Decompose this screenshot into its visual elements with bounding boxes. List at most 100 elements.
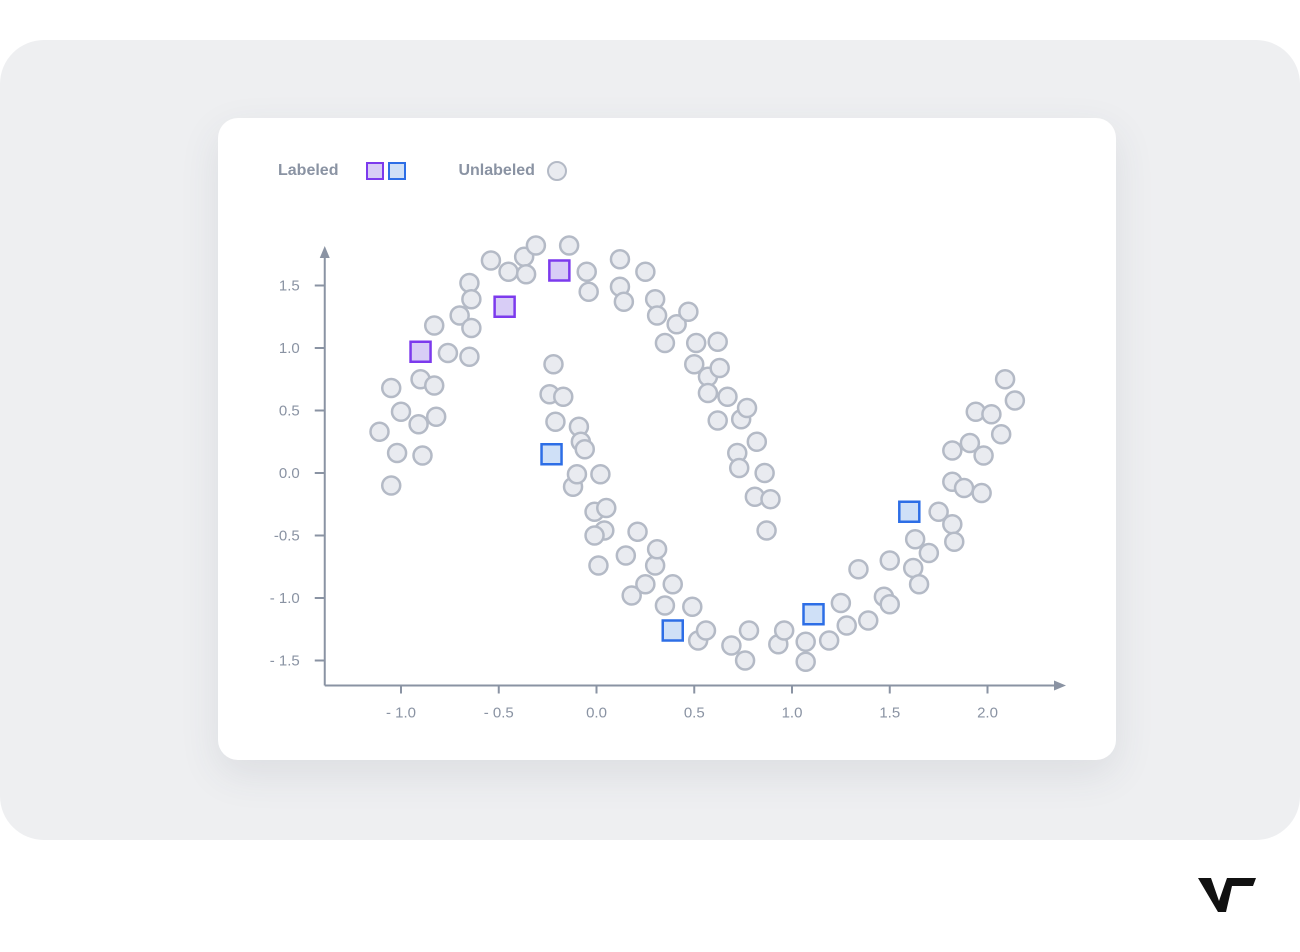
unlabeled-point <box>728 457 750 479</box>
x-tick-label: 0.0 <box>586 705 607 722</box>
x-tick-label: 1.0 <box>782 705 803 722</box>
x-axis-arrow-icon <box>1054 680 1066 691</box>
unlabeled-point <box>738 620 760 641</box>
unlabeled-point <box>635 574 656 595</box>
unlabeled-point <box>971 482 992 504</box>
y-tick-label: -0.5 <box>274 528 300 545</box>
unlabeled-point <box>498 261 519 282</box>
unlabeled-point <box>904 529 926 550</box>
unlabeled-point <box>545 411 566 432</box>
unlabeled-point <box>836 615 857 636</box>
unlabeled-point <box>795 651 816 672</box>
x-tick-label: 0.5 <box>684 705 705 722</box>
unlabeled-point <box>973 445 994 466</box>
unlabeled-point <box>773 620 795 641</box>
unlabeled-point <box>678 301 699 322</box>
unlabeled-point <box>684 354 705 375</box>
unlabeled-point <box>386 442 408 464</box>
unlabeled-point <box>717 386 738 407</box>
y-tick-label: - 1.0 <box>270 590 300 607</box>
y-tick-label: 1.5 <box>279 278 300 295</box>
unlabeled-point <box>480 250 502 271</box>
unlabeled-point <box>959 432 981 454</box>
unlabeled-point <box>695 620 717 641</box>
v7-logo <box>1198 878 1256 912</box>
y-tick-label: - 1.5 <box>270 653 300 670</box>
labeled-point <box>540 443 563 466</box>
unlabeled-point <box>682 596 703 617</box>
x-tick-label: 2.0 <box>977 705 998 722</box>
labeled-point <box>802 603 825 626</box>
unlabeled-point <box>990 424 1012 445</box>
unlabeled-point <box>369 421 390 442</box>
unlabeled-point <box>627 521 648 542</box>
unlabeled-point <box>736 397 758 419</box>
x-tick-label: 1.5 <box>879 705 900 722</box>
unlabeled-point <box>459 346 480 367</box>
unlabeled-point <box>425 406 447 427</box>
unlabeled-point <box>654 332 676 354</box>
unlabeled-point <box>574 439 596 460</box>
unlabeled-point <box>615 545 637 566</box>
labeled-point <box>409 340 432 363</box>
unlabeled-point <box>746 431 768 452</box>
labeled-point <box>548 259 571 282</box>
unlabeled-point <box>635 261 656 282</box>
unlabeled-point <box>818 630 840 651</box>
unlabeled-point <box>646 305 668 326</box>
unlabeled-point <box>848 559 869 580</box>
unlabeled-point <box>754 462 775 484</box>
labeled-point <box>493 295 516 318</box>
chart-card: Labeled Unlabeled - 1.0 - 0.5 0.0 0.5 1.0 1.5… <box>218 118 1116 760</box>
chart-legend: Labeled Unlabeled <box>278 158 567 184</box>
y-tick-label: 0.0 <box>279 465 300 482</box>
unlabeled-point <box>928 501 949 522</box>
unlabeled-point <box>515 264 537 285</box>
unlabeled-point <box>908 574 930 595</box>
y-tick-label: 1.0 <box>279 340 300 357</box>
legend-labeled-blue-square-icon <box>388 162 407 180</box>
unlabeled-point <box>543 354 564 375</box>
legend-unlabeled-circle-icon <box>546 161 567 181</box>
unlabeled-point <box>609 249 631 270</box>
unlabeled-point <box>437 342 459 364</box>
unlabeled-point <box>756 520 777 541</box>
unlabeled-point <box>994 369 1016 390</box>
unlabeled-point <box>666 314 687 335</box>
unlabeled-point <box>795 631 816 652</box>
unlabeled-point <box>662 574 683 595</box>
unlabeled-point <box>942 440 963 461</box>
x-tick-label: - 0.5 <box>484 705 514 722</box>
unlabeled-point <box>685 332 707 354</box>
unlabeled-point <box>584 525 605 546</box>
unlabeled-point <box>879 594 900 615</box>
unlabeled-point <box>449 305 470 326</box>
legend-unlabeled-label: Unlabeled <box>458 162 535 179</box>
unlabeled-point <box>596 497 617 519</box>
unlabeled-point <box>879 550 900 571</box>
unlabeled-point <box>857 610 879 631</box>
unlabeled-point <box>981 404 1002 425</box>
unlabeled-point <box>408 414 429 435</box>
unlabeled-point <box>461 289 482 310</box>
unlabeled-point <box>918 542 940 564</box>
unlabeled-point <box>578 281 599 302</box>
x-tick-label: - 1.0 <box>386 705 416 722</box>
unlabeled-point <box>558 235 580 256</box>
unlabeled-point <box>707 331 728 352</box>
unlabeled-point <box>942 514 963 535</box>
unlabeled-point <box>423 375 445 396</box>
labeled-point <box>898 500 921 523</box>
unlabeled-point <box>590 464 611 485</box>
y-tick-label: 0.5 <box>279 403 300 420</box>
scatter-plot: - 1.0 - 0.5 0.0 0.5 1.0 1.5 2.0 1.5 1.0 0.5 0.0 -0.… <box>270 235 1066 722</box>
unlabeled-point <box>734 650 756 671</box>
unlabeled-point <box>461 317 482 339</box>
unlabeled-point <box>380 475 402 496</box>
unlabeled-point <box>566 464 588 485</box>
unlabeled-point <box>721 635 742 656</box>
legend-labeled-purple-square-icon <box>366 162 385 180</box>
unlabeled-point <box>944 531 965 552</box>
y-axis-arrow-icon <box>319 246 330 258</box>
unlabeled-point <box>588 555 609 576</box>
